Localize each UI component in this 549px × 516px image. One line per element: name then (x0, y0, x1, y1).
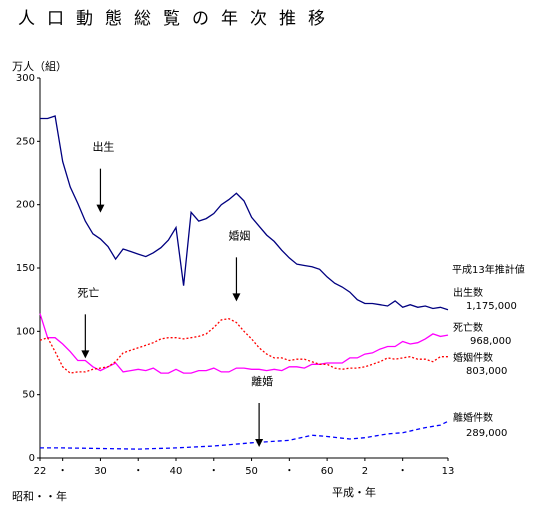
x-tick-label: ・ (58, 466, 68, 477)
end-label-name: 死亡数 (453, 321, 483, 334)
x-tick-label: 60 (321, 466, 334, 477)
y-tick-label: 300 (16, 73, 35, 84)
end-label-value: 1,175,000 (466, 301, 517, 312)
y-tick-label: 50 (22, 390, 35, 401)
forecast-note: 平成13年推計値 (452, 263, 525, 276)
end-label-name: 婚姻件数 (453, 351, 493, 364)
y-tick-label: 0 (29, 453, 35, 464)
end-label-value: 968,000 (470, 336, 511, 347)
annotation-arrowhead (255, 439, 264, 447)
y-tick-label: 150 (16, 263, 35, 274)
end-label-name: 離婚件数 (453, 411, 493, 424)
series-line-2 (39, 313, 449, 374)
annotation-label: 婚姻 (228, 228, 250, 242)
annotation-arrowhead (96, 204, 105, 213)
x-tick-label: 40 (170, 466, 183, 477)
x-tick-label: ・ (133, 466, 143, 477)
series-line-1 (40, 115, 449, 311)
end-label-value: 803,000 (466, 366, 507, 377)
plot-area: 0 50 100 150 200 250 300 22 ・ 30 ・ 40 ・ 50 ・ 60 2 ・ 13 出生婚姻… (16, 73, 517, 477)
annotation-label: 出生 (92, 140, 114, 154)
annotation-label: 死亡 (77, 285, 99, 299)
x-tick-label: ・ (398, 466, 408, 477)
x-tick-label: ・ (284, 466, 294, 477)
x-tick-label: ・ (209, 466, 219, 477)
x-tick-label: 22 (34, 466, 47, 477)
annotation-arrowhead (81, 350, 90, 359)
x-tick-label: 2 (362, 466, 368, 477)
y-tick-label: 200 (16, 200, 35, 211)
x-tick-label: 50 (245, 466, 258, 477)
end-label-name: 出生数 (453, 286, 483, 299)
y-tick-label: 100 (16, 326, 35, 337)
x-tick-label: 13 (442, 466, 455, 477)
x-tick-label: 30 (94, 466, 107, 477)
y-tick-label: 250 (16, 136, 35, 147)
annotation-label: 離婚 (251, 374, 273, 388)
end-label-value: 289,000 (466, 428, 507, 439)
y-axis-label: 万人（組） (12, 60, 67, 73)
series-line-4 (40, 420, 449, 450)
series-line-3 (39, 318, 448, 374)
annotation-arrowhead (232, 293, 241, 302)
x-era-label-heisei: 平成・年 (332, 485, 376, 499)
chart-title: 人口動態総覧の年次推移 (18, 9, 337, 29)
x-era-label-showa: 昭和・・年 (12, 489, 67, 503)
